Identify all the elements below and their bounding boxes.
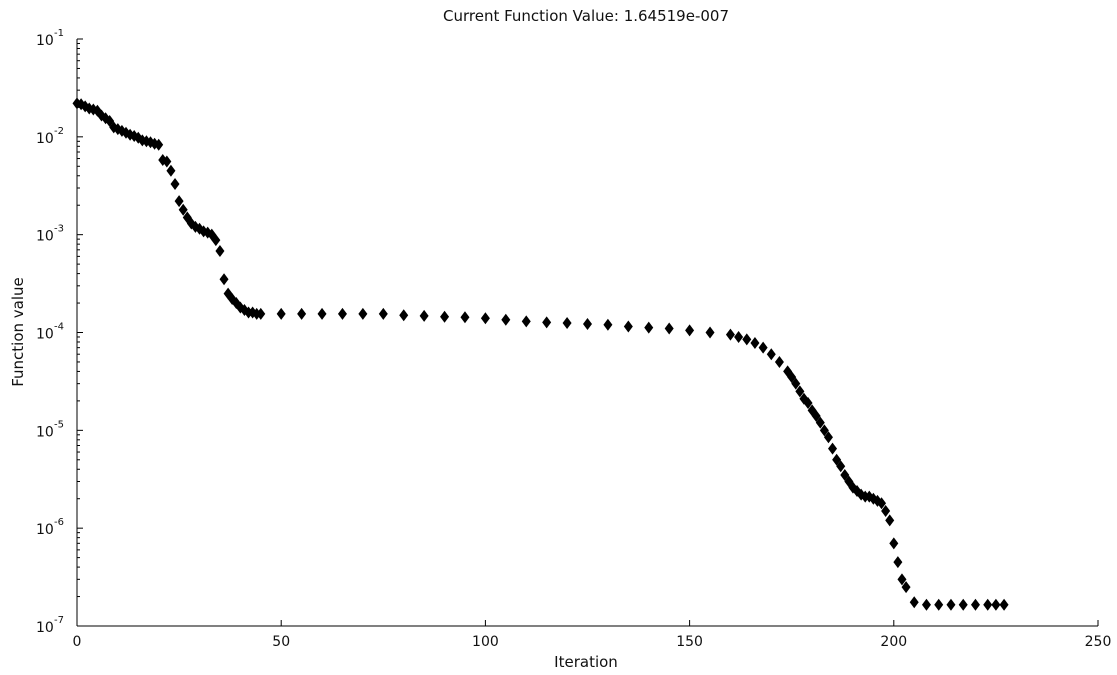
data-point (297, 307, 307, 320)
data-point (542, 316, 552, 329)
data-point (758, 341, 768, 354)
x-tick-label: 150 (676, 634, 703, 650)
y-tick-base: 10 (36, 327, 54, 343)
data-point (828, 442, 838, 455)
data-point (399, 309, 409, 322)
y-tick-base: 10 (36, 131, 54, 147)
chart-title: Current Function Value: 1.64519e-007 (443, 7, 729, 25)
data-point (774, 355, 784, 368)
data-point (419, 309, 429, 322)
data-point (742, 333, 752, 346)
x-tick-label: 0 (73, 634, 82, 650)
y-tick-label: 10 -3 (36, 224, 64, 245)
data-point (644, 321, 654, 334)
y-tick-label: 10 -5 (36, 419, 64, 440)
axes (76, 39, 1098, 627)
data-point (877, 497, 887, 510)
data-point (603, 318, 613, 331)
data-point (909, 596, 919, 609)
y-tick-base: 10 (36, 229, 54, 245)
data-point (999, 598, 1009, 611)
data-point (174, 195, 184, 208)
data-point (562, 317, 572, 330)
data-point (521, 315, 531, 328)
y-tick-label: 10 -2 (36, 126, 64, 147)
y-tick-exponent: -7 (54, 615, 64, 626)
y-tick-base: 10 (36, 620, 54, 636)
y-axis-label: Function value (9, 277, 27, 387)
data-point (795, 385, 805, 398)
data-point (109, 121, 119, 134)
data-point (215, 245, 225, 258)
y-tick-exponent: -1 (54, 28, 64, 39)
x-axis-label: Iteration (554, 653, 618, 671)
x-tick-label: 50 (272, 634, 290, 650)
data-point (791, 377, 801, 390)
data-point (815, 416, 825, 429)
data-point (460, 311, 470, 324)
data-point (378, 307, 388, 320)
data-point (946, 598, 956, 611)
data-point (934, 598, 944, 611)
data-point (734, 330, 744, 343)
data-point (178, 203, 188, 216)
y-tick-exponent: -4 (54, 322, 64, 333)
data-point (970, 598, 980, 611)
data-point (162, 155, 172, 168)
x-tick-label: 100 (472, 634, 499, 650)
x-tick-label: 200 (880, 634, 907, 650)
data-point (685, 324, 695, 337)
data-point (705, 326, 715, 339)
y-tick-label: 10 -4 (36, 322, 64, 343)
data-point (276, 307, 286, 320)
data-point (881, 504, 891, 517)
y-tick-exponent: -5 (54, 419, 64, 430)
data-point (823, 431, 833, 444)
data-point (154, 138, 164, 151)
data-point (211, 234, 221, 247)
data-point (901, 581, 911, 594)
data-point (166, 164, 176, 177)
data-point (885, 514, 895, 527)
data-point (501, 313, 511, 326)
data-point (958, 598, 968, 611)
data-point (725, 328, 735, 341)
data-point (991, 598, 1001, 611)
y-tick-exponent: -3 (54, 224, 64, 235)
y-tick-label: 10 -7 (36, 615, 64, 636)
data-point (803, 397, 813, 410)
data-point (317, 307, 327, 320)
data-point (664, 322, 674, 335)
data-point (583, 318, 592, 331)
y-tick-label: 10 -1 (36, 28, 64, 49)
y-tick-label: 10 -6 (36, 517, 64, 538)
data-point (819, 424, 829, 437)
data-point (889, 537, 899, 550)
data-point (897, 573, 907, 586)
y-tick-exponent: -6 (54, 517, 64, 528)
data-point (170, 177, 180, 190)
data-point (623, 320, 633, 333)
data-point (983, 598, 993, 611)
y-tick-base: 10 (36, 522, 54, 538)
y-tick-base: 10 (36, 33, 54, 49)
data-point (766, 348, 776, 361)
y-tick-exponent: -2 (54, 126, 64, 137)
data-point (836, 460, 846, 473)
data-points (72, 97, 1009, 611)
x-tick-label: 250 (1085, 634, 1112, 650)
data-point (337, 307, 347, 320)
y-tick-base: 10 (36, 424, 54, 440)
data-point (219, 273, 229, 286)
data-point (440, 310, 450, 323)
data-point (358, 307, 368, 320)
data-point (750, 337, 760, 350)
data-point (921, 598, 931, 611)
data-point (480, 312, 490, 325)
data-point (256, 307, 266, 320)
data-point (893, 556, 903, 569)
